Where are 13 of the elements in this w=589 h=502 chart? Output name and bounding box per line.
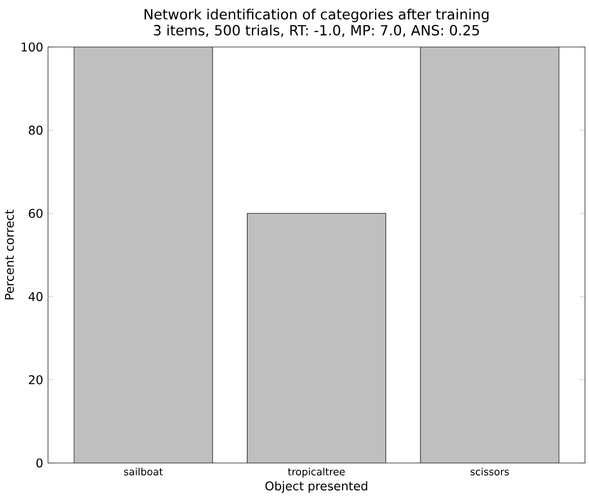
y-tick-label: 40 bbox=[28, 292, 42, 302]
y-axis-title: Percent correct bbox=[4, 210, 14, 300]
x-tick-label: tropicaltree bbox=[288, 468, 345, 478]
y-tick-label: 20 bbox=[28, 375, 42, 384]
x-tick-label: sailboat bbox=[124, 468, 163, 476]
y-tick-label: 60 bbox=[28, 208, 42, 218]
x-tick-label: scissors bbox=[470, 468, 509, 476]
y-tick-label: 100 bbox=[22, 42, 42, 52]
y-tick-label: 80 bbox=[28, 126, 42, 135]
y-tick-label: 0 bbox=[36, 458, 42, 468]
chart-title: Network identification of categories after training bbox=[144, 8, 488, 22]
x-axis-title: Object presented bbox=[265, 481, 368, 493]
chart-subtitle: 3 items, 500 trials, RT: -1.0, MP: 7.0, ANS: 0.25 bbox=[154, 24, 479, 37]
